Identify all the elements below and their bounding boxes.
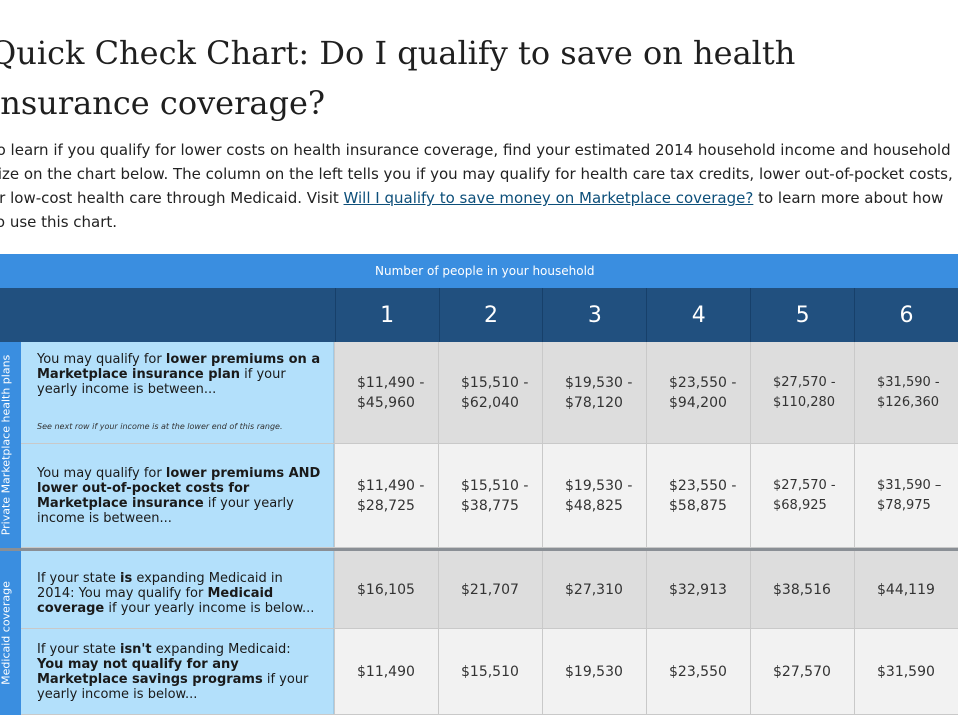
intro-text-end: to learn more about how to use this char… bbox=[0, 189, 944, 231]
desc-text: You may qualify for bbox=[37, 352, 166, 367]
table-cell: $16,105 bbox=[334, 551, 438, 628]
table-cell: $31,590 – $78,975 bbox=[854, 444, 958, 547]
table-cell: $27,570 bbox=[750, 629, 854, 714]
marketplace-side-label-text: Private Marketplace health plans bbox=[0, 354, 12, 536]
intro-text-start: To learn if you qualify for lower costs … bbox=[0, 141, 953, 207]
table-cell: $32,913 bbox=[646, 551, 750, 628]
page-title: Quick Check Chart: Do I qualify to save … bbox=[0, 34, 796, 122]
table-cell: $27,310 bbox=[542, 551, 646, 628]
marketplace-rows: You may qualify for lower premiums on a … bbox=[21, 342, 958, 548]
table-cell: $44,119 bbox=[854, 551, 958, 628]
table-cell: $11,490 bbox=[334, 629, 438, 714]
marketplace-side-label: Private Marketplace health plans bbox=[0, 342, 21, 548]
desc-text: if your yearly income is below... bbox=[104, 601, 315, 616]
desc-text: You may qualify for bbox=[37, 465, 166, 481]
household-size-2: 2 bbox=[438, 288, 543, 342]
desc-bold: isn't bbox=[119, 641, 152, 657]
household-size-6: 6 bbox=[854, 288, 958, 342]
table-cell: $15,510 - $62,040 bbox=[438, 342, 542, 443]
table-cell: $27,570 - $110,280 bbox=[750, 342, 854, 443]
table-row: If your state is expanding Medicaid in 2… bbox=[21, 551, 958, 629]
household-size-4: 4 bbox=[646, 288, 750, 342]
table-cell: $19,530 bbox=[542, 629, 646, 714]
medicaid-section: Medicaid coverage If your state is expan… bbox=[0, 548, 958, 715]
table-cell: $19,530 - $48,825 bbox=[542, 444, 646, 547]
medicaid-side-label-text: Medicaid coverage bbox=[0, 581, 12, 685]
household-size-header: 1 2 3 4 5 6 bbox=[0, 288, 958, 342]
table-cell: $11,490 - $45,960 bbox=[334, 342, 438, 443]
desc-text: If your state bbox=[37, 571, 120, 586]
desc-text: expanding Medicaid: bbox=[151, 641, 291, 657]
row-description: You may qualify for lower premiums AND l… bbox=[21, 444, 334, 547]
table-cell: $27,570 - $68,925 bbox=[750, 444, 854, 547]
row-description: If your state is expanding Medicaid in 2… bbox=[21, 551, 334, 628]
household-size-banner: Number of people in your household bbox=[0, 254, 958, 288]
household-size-1: 1 bbox=[334, 288, 439, 342]
table-cell: $19,530 - $78,120 bbox=[542, 342, 646, 443]
quick-check-chart: Number of people in your household 1 2 3… bbox=[0, 254, 958, 715]
table-cell: $15,510 - $38,775 bbox=[438, 444, 542, 547]
desc-text: If your state bbox=[37, 641, 120, 657]
household-size-3: 3 bbox=[542, 288, 646, 342]
table-cell: $23,550 - $58,875 bbox=[646, 444, 750, 547]
table-cell: $23,550 - $94,200 bbox=[646, 342, 750, 443]
desc-text: if your yearly income is below... bbox=[37, 671, 309, 702]
table-cell: $38,516 bbox=[750, 551, 854, 628]
desc-bold: lower premiums AND lower out-of-pocket c… bbox=[37, 465, 321, 511]
header-spacer bbox=[0, 288, 335, 342]
row-description: You may qualify for lower premiums on a … bbox=[21, 342, 334, 443]
table-row: You may qualify for lower premiums AND l… bbox=[21, 444, 958, 548]
row-note: See next row if your income is at the lo… bbox=[37, 422, 283, 431]
table-cell: $31,590 - $126,360 bbox=[854, 342, 958, 443]
desc-bold: Medicaid coverage bbox=[37, 586, 274, 616]
marketplace-section: Private Marketplace health plans You may… bbox=[0, 342, 958, 548]
household-size-5: 5 bbox=[750, 288, 854, 342]
intro-paragraph: To learn if you qualify for lower costs … bbox=[0, 138, 956, 234]
desc-bold: lower premiums on a Marketplace insuranc… bbox=[37, 352, 321, 382]
desc-bold: is bbox=[119, 571, 133, 586]
table-cell: $11,490 - $28,725 bbox=[334, 444, 438, 547]
table-cell: $15,510 bbox=[438, 629, 542, 714]
table-cell: $23,550 bbox=[646, 629, 750, 714]
medicaid-side-label: Medicaid coverage bbox=[0, 551, 21, 715]
desc-bold: You may not qualify for any Marketplace … bbox=[37, 656, 263, 687]
medicaid-rows: If your state is expanding Medicaid in 2… bbox=[21, 551, 958, 715]
table-row: If your state isn't expanding Medicaid: … bbox=[21, 629, 958, 715]
table-row: You may qualify for lower premiums on a … bbox=[21, 342, 958, 444]
table-cell: $21,707 bbox=[438, 551, 542, 628]
desc-text: expanding Medicaid in 2014: You may qual… bbox=[37, 571, 283, 601]
desc-text: if your yearly income is between... bbox=[37, 367, 286, 397]
desc-text: if your yearly income is between... bbox=[37, 495, 294, 526]
row-description: If your state isn't expanding Medicaid: … bbox=[21, 629, 334, 714]
table-cell: $31,590 bbox=[854, 629, 958, 714]
marketplace-savings-link[interactable]: Will I qualify to save money on Marketpl… bbox=[343, 189, 754, 207]
